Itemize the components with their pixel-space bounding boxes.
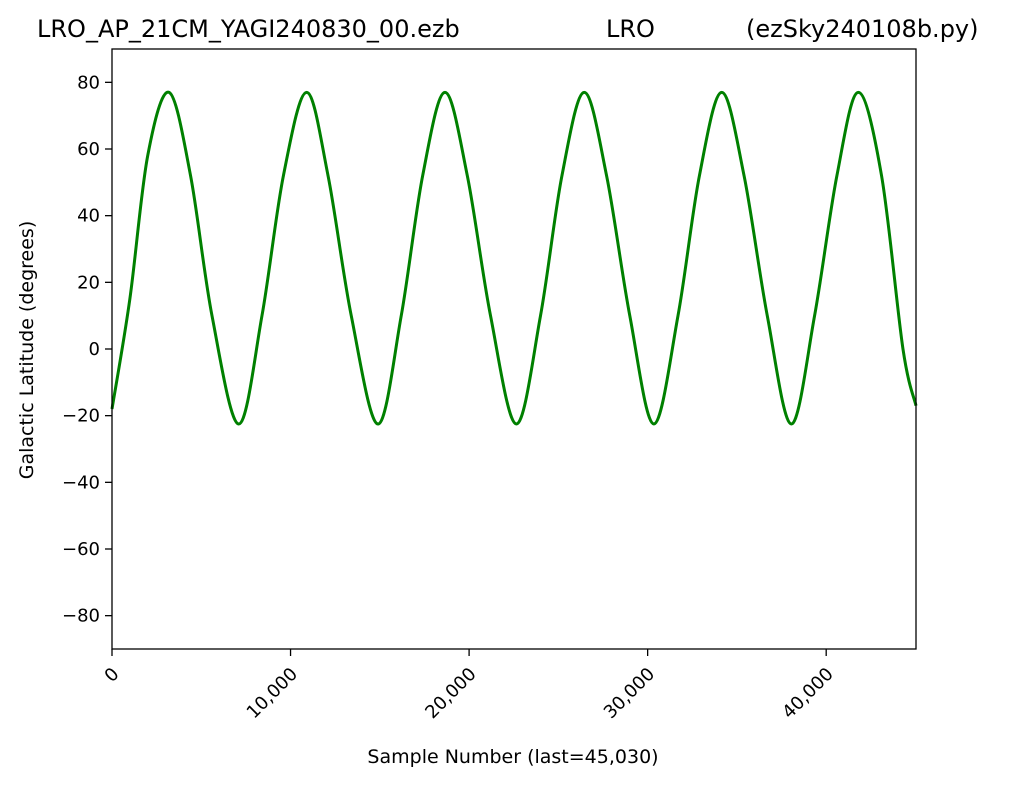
y-tick-label: −40 [62,472,100,493]
x-tick-label: 10,000 [243,664,302,723]
chart-title-station: LRO [606,15,655,43]
y-axis-label: Galactic Latitude (degrees) [16,221,38,480]
y-tick-label: 60 [77,139,100,160]
plot-background [112,49,916,649]
y-tick-label: −60 [62,539,100,560]
y-tick-label: 40 [77,206,100,227]
series-line-0 [110,90,918,426]
x-tick-label: 0 [101,664,124,687]
x-tick-label: 20,000 [421,664,480,723]
chart-title-filename: LRO_AP_21CM_YAGI240830_00.ezb [37,15,460,43]
y-tick-label: −20 [62,406,100,427]
x-axis-ticks: 0 10,000 20,000 30,000 40,000 [101,649,838,723]
y-tick-label: −80 [62,606,100,627]
x-tick-label: 30,000 [600,664,659,723]
y-axis-ticks: 80 60 40 20 0 −20 −40 −60 −80 [62,72,112,627]
y-tick-label: 20 [77,272,100,293]
x-axis-label: Sample Number (last=45,030) [367,746,658,768]
chart-title-script: (ezSky240108b.py) [746,15,979,43]
x-tick-label: 40,000 [778,664,837,723]
y-tick-label: 80 [77,72,100,93]
plot-area [110,48,918,650]
y-tick-label: 0 [89,339,100,360]
